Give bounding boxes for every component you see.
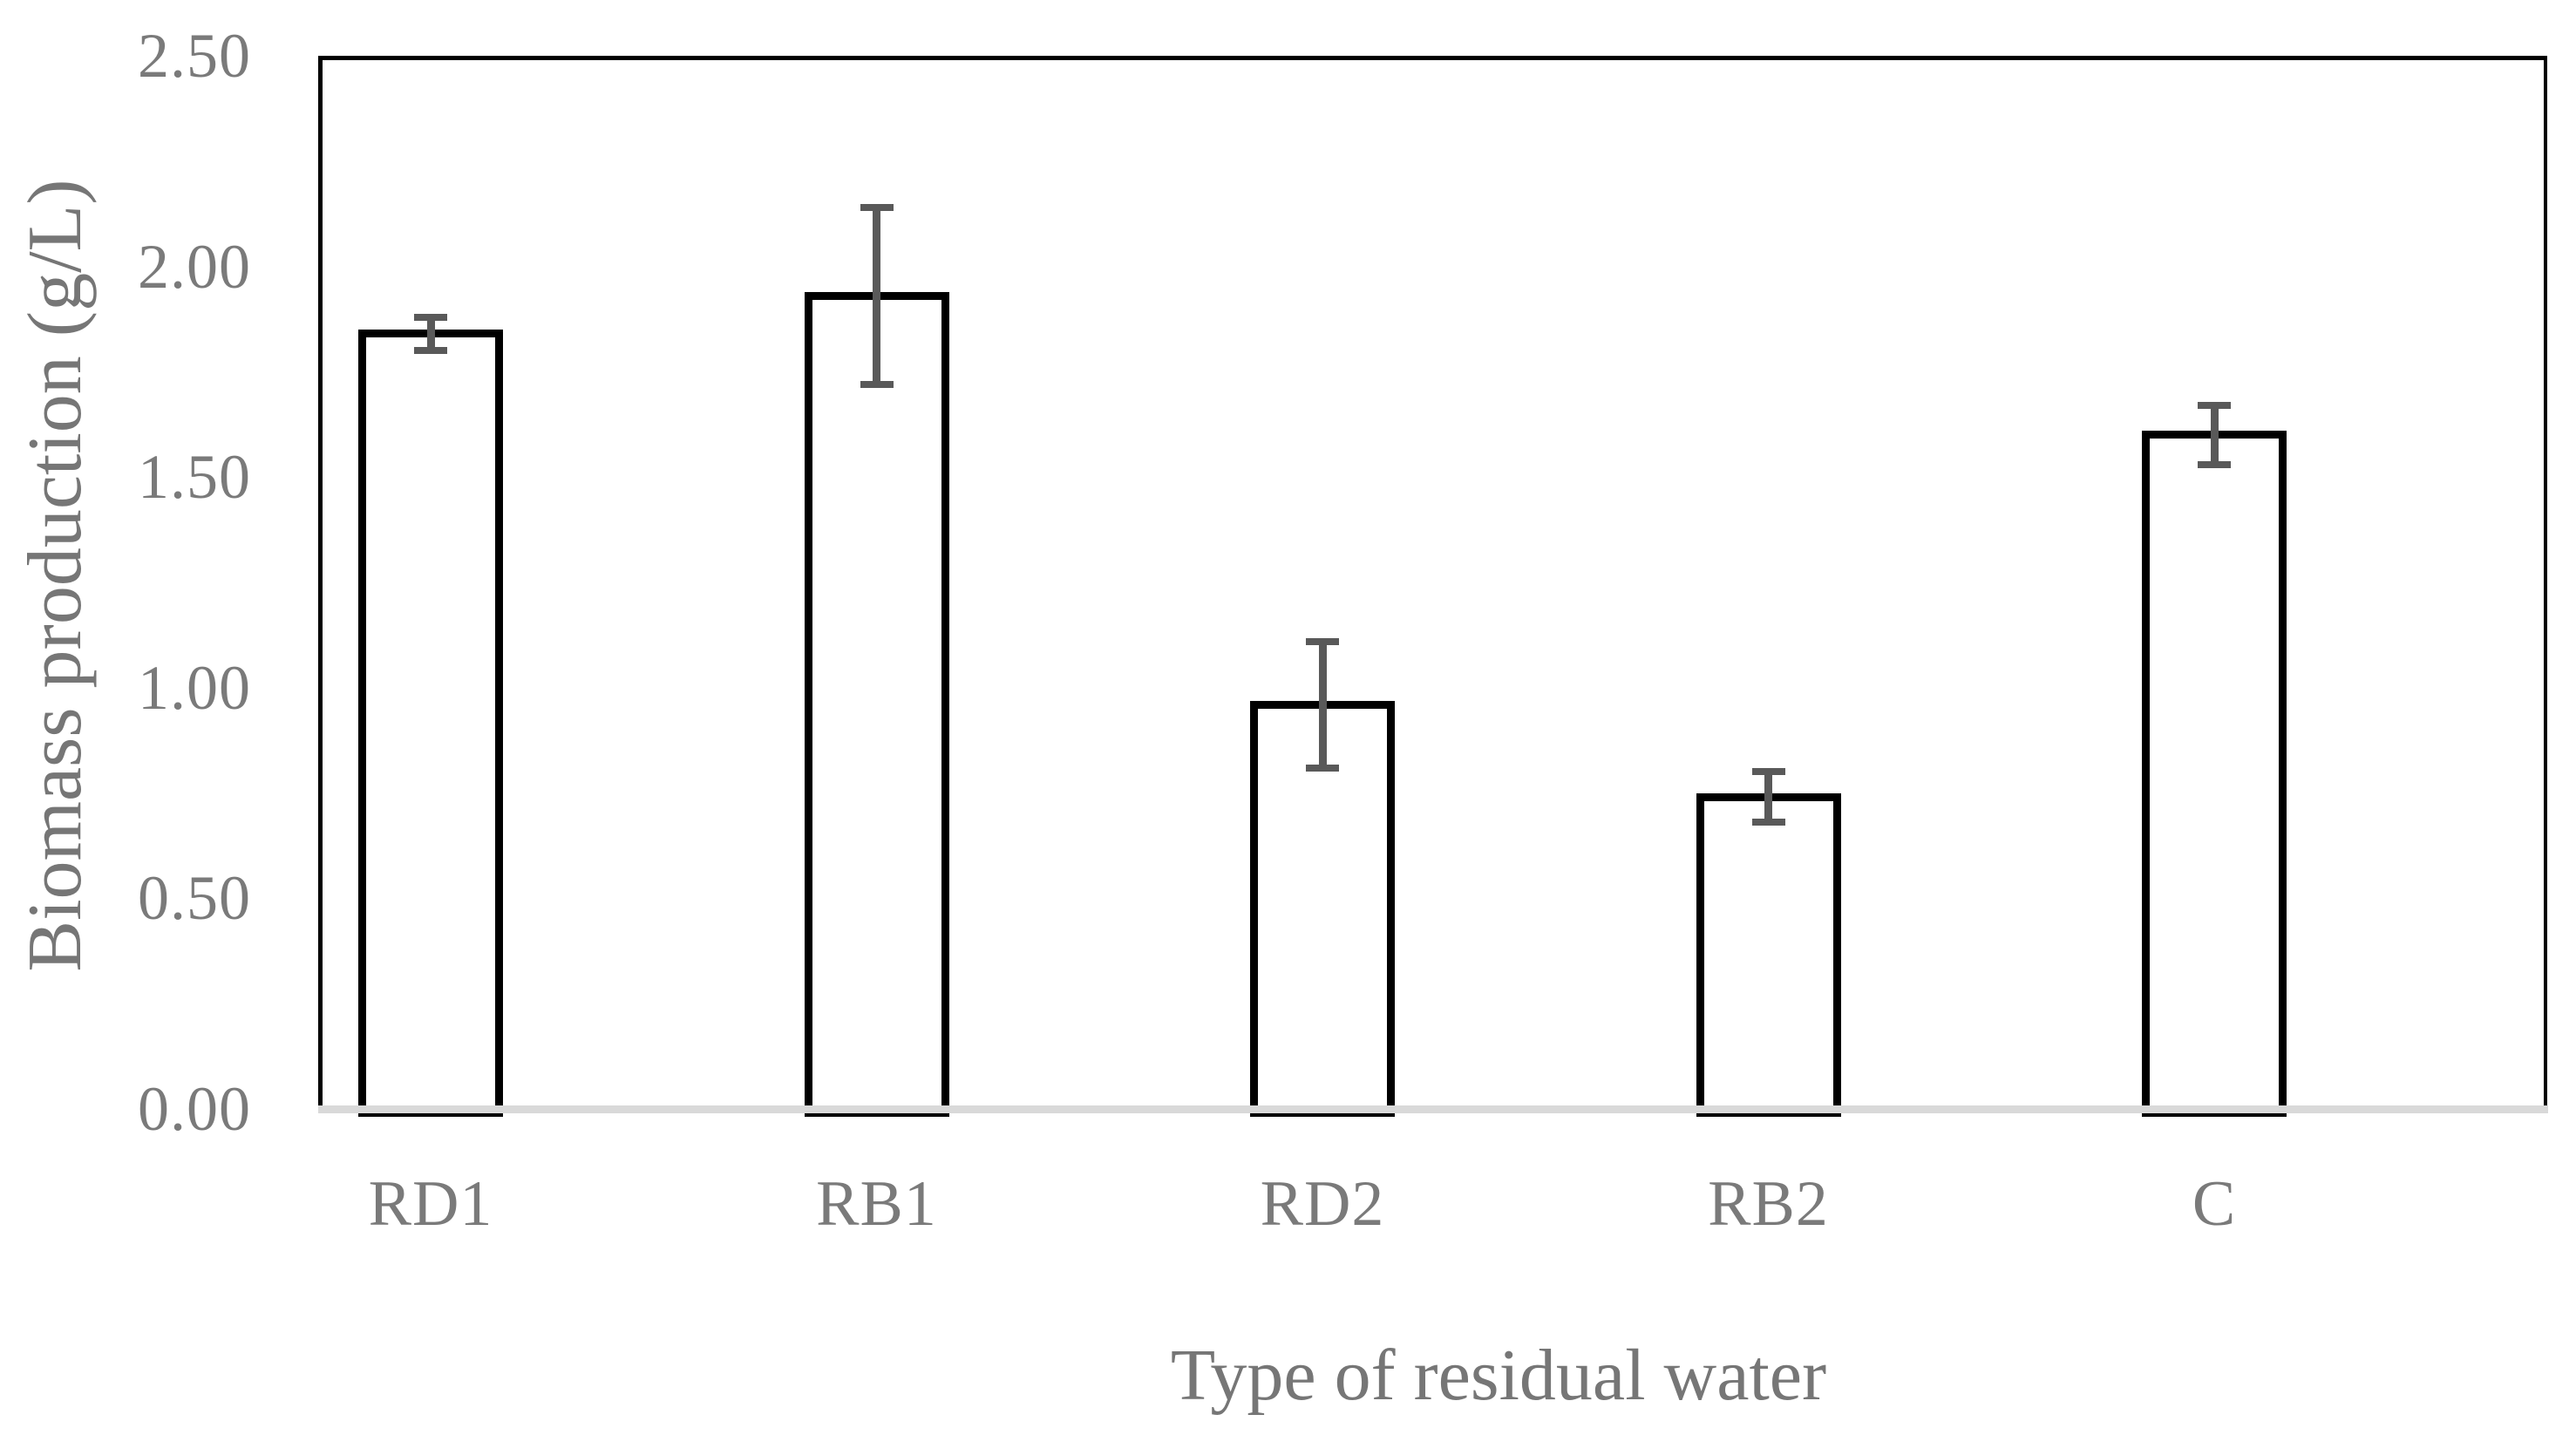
plot-area-border	[318, 56, 2547, 1109]
error-bar-cap-top	[860, 203, 894, 211]
bar-C	[2142, 431, 2287, 1117]
x-axis-line	[318, 1105, 2548, 1113]
x-category-label-RB2: RB2	[1708, 1168, 1829, 1240]
y-tick-label: 0.50	[138, 863, 251, 934]
y-tick-label: 1.50	[138, 442, 251, 513]
x-category-label-RB1: RB1	[816, 1168, 937, 1240]
y-tick-label: 2.50	[138, 21, 251, 91]
bar-RB2	[1696, 792, 1841, 1117]
error-bar-cap-top	[414, 313, 447, 321]
error-bar-line	[873, 207, 880, 384]
error-bar-cap-bottom	[2198, 460, 2231, 468]
error-bar-line	[1318, 641, 1327, 768]
x-category-label-C: C	[2192, 1168, 2237, 1240]
y-tick-label: 1.00	[138, 652, 251, 723]
error-bar-cap-top	[2198, 402, 2231, 410]
error-bar-cap-top	[1306, 637, 1339, 645]
bar-RD1	[358, 330, 503, 1117]
x-category-label-RD2: RD2	[1260, 1168, 1385, 1240]
error-bar-cap-bottom	[1751, 819, 1785, 826]
x-axis-title: Type of residual water	[1170, 1335, 1827, 1416]
error-bar-cap-top	[1751, 768, 1785, 776]
error-bar-line	[2210, 405, 2219, 465]
error-bar-line	[1764, 772, 1772, 823]
error-bar-cap-bottom	[414, 347, 447, 355]
bar-RB1	[804, 291, 949, 1117]
error-bar-line	[426, 316, 435, 351]
y-tick-label: 0.00	[138, 1074, 251, 1144]
x-category-label-RD1: RD1	[368, 1168, 493, 1240]
error-bar-cap-bottom	[860, 380, 894, 388]
error-bar-cap-bottom	[1306, 764, 1339, 772]
y-tick-label: 2.00	[138, 231, 251, 302]
